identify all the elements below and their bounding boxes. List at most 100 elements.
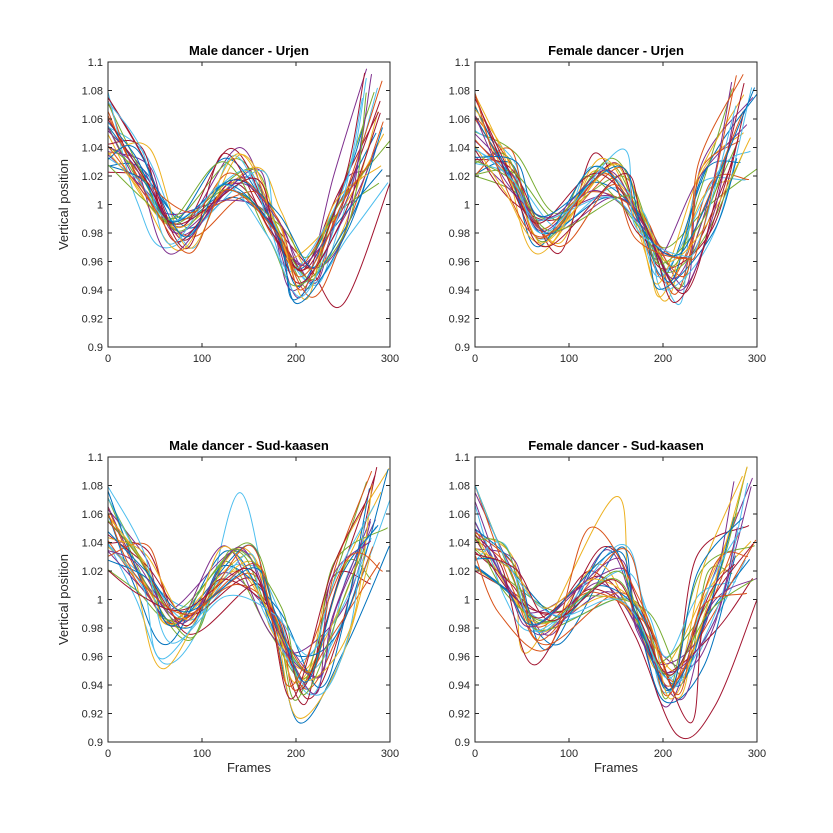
series-line (108, 127, 383, 305)
series-line (108, 80, 383, 278)
y-tick-label: 0.94 (82, 680, 103, 692)
y-tick-label: 1.1 (88, 57, 103, 69)
y-tick-label: 1.1 (455, 57, 470, 69)
y-tick-label: 0.9 (88, 342, 103, 354)
y-tick-label: 0.98 (449, 228, 470, 240)
series-group (475, 466, 757, 740)
series-line (108, 74, 372, 266)
x-tick-label: 0 (105, 748, 111, 760)
chart-title: Male dancer - Sud-kaasen (169, 438, 329, 453)
x-tick-label: 200 (287, 353, 305, 365)
x-tick-label: 100 (193, 353, 211, 365)
y-tick-label: 0.92 (449, 314, 470, 326)
series-group (108, 467, 390, 724)
y-tick-label: 0.9 (88, 737, 103, 749)
y-tick-label: 1.1 (455, 452, 470, 464)
series-line (475, 484, 744, 679)
y-tick-label: 0.98 (449, 623, 470, 635)
series-line (108, 121, 368, 301)
y-tick-label: 1.02 (82, 171, 103, 183)
chart-panel-3: 0.9 0.92 0.94 0.96 0.98 1 1.02 1.04 1.06 1.08 1.1 0… (56, 438, 399, 775)
y-tick-label: 1.08 (449, 481, 470, 493)
series-line (108, 72, 366, 271)
series-line (475, 531, 748, 697)
x-tick-label: 300 (381, 748, 399, 760)
series-line (475, 83, 745, 294)
series-line (475, 517, 743, 690)
y-tick-label: 1.02 (82, 566, 103, 578)
y-tick-label: 1 (97, 200, 103, 212)
series-line (475, 526, 747, 696)
series-line (108, 92, 367, 287)
series-line (108, 112, 381, 284)
y-tick-label: 1.04 (449, 538, 470, 550)
x-tick-label: 100 (193, 748, 211, 760)
chart-title: Male dancer - Urjen (189, 43, 309, 58)
series-line (108, 91, 389, 284)
y-tick-label: 0.98 (82, 228, 103, 240)
chart-panel-2: 0.9 0.92 0.94 0.96 0.98 1 1.02 1.04 1.06 1.08 1.1 0… (449, 43, 767, 365)
series-line (108, 111, 379, 270)
y-tick-label: 1.08 (82, 86, 103, 98)
series-line (108, 508, 376, 678)
y-tick-label: 1.04 (449, 143, 470, 155)
y-tick-label: 1.02 (449, 566, 470, 578)
series-line (108, 525, 379, 683)
x-tick-label: 200 (287, 748, 305, 760)
series-line (108, 111, 379, 272)
series-line (475, 74, 744, 277)
y-tick-label: 0.96 (449, 257, 470, 269)
y-axis-label: Vertical position (56, 554, 71, 645)
x-tick-label: 200 (654, 353, 672, 365)
y-tick-label: 0.92 (82, 709, 103, 721)
x-axis-label: Frames (594, 760, 639, 775)
series-line (108, 98, 363, 298)
chart-title: Female dancer - Sud-kaasen (528, 438, 704, 453)
y-tick-label: 0.94 (449, 680, 470, 692)
axes-frame (474, 61, 758, 348)
y-tick-label: 1.06 (82, 114, 103, 126)
chart-panel-1: 0.9 0.92 0.94 0.96 0.98 1 1.02 1.04 1.06 1.08 1.1 0… (56, 43, 399, 365)
series-line (475, 87, 755, 257)
y-tick-label: 0.96 (449, 652, 470, 664)
series-line (475, 97, 739, 304)
series-line (475, 528, 736, 704)
x-tick-label: 100 (560, 748, 578, 760)
y-tick-label: 0.94 (82, 285, 103, 297)
y-tick-label: 1.02 (449, 171, 470, 183)
y-tick-label: 1.06 (82, 509, 103, 521)
series-line (108, 503, 366, 700)
y-tick-label: 0.98 (82, 623, 103, 635)
series-line (475, 504, 736, 658)
y-tick-label: 0.92 (82, 314, 103, 326)
series-line (475, 466, 748, 700)
y-tick-label: 1.1 (88, 452, 103, 464)
x-tick-label: 0 (105, 353, 111, 365)
series-line (108, 486, 375, 656)
series-line (108, 512, 383, 687)
y-tick-label: 0.96 (82, 257, 103, 269)
y-tick-label: 1.04 (82, 538, 103, 550)
y-tick-label: 1 (464, 595, 470, 607)
x-axis-label: Frames (227, 760, 272, 775)
series-line (475, 88, 733, 267)
chart-panel-4: 0.9 0.92 0.94 0.96 0.98 1 1.02 1.04 1.06 1.08 1.1 0… (449, 438, 767, 775)
y-tick-label: 1 (464, 200, 470, 212)
x-tick-label: 300 (748, 353, 766, 365)
x-tick-label: 200 (654, 748, 672, 760)
y-tick-label: 1.08 (82, 481, 103, 493)
series-group (108, 68, 390, 308)
series-line (108, 484, 373, 682)
y-tick-label: 0.9 (455, 342, 470, 354)
y-tick-label: 1.06 (449, 509, 470, 521)
y-tick-label: 0.96 (82, 652, 103, 664)
series-line (108, 78, 367, 272)
y-tick-label: 0.94 (449, 285, 470, 297)
y-tick-label: 1 (97, 595, 103, 607)
y-tick-label: 1.08 (449, 86, 470, 98)
series-line (108, 467, 378, 700)
y-tick-label: 0.9 (455, 737, 470, 749)
chart-title: Female dancer - Urjen (548, 43, 684, 58)
x-tick-label: 0 (472, 353, 478, 365)
